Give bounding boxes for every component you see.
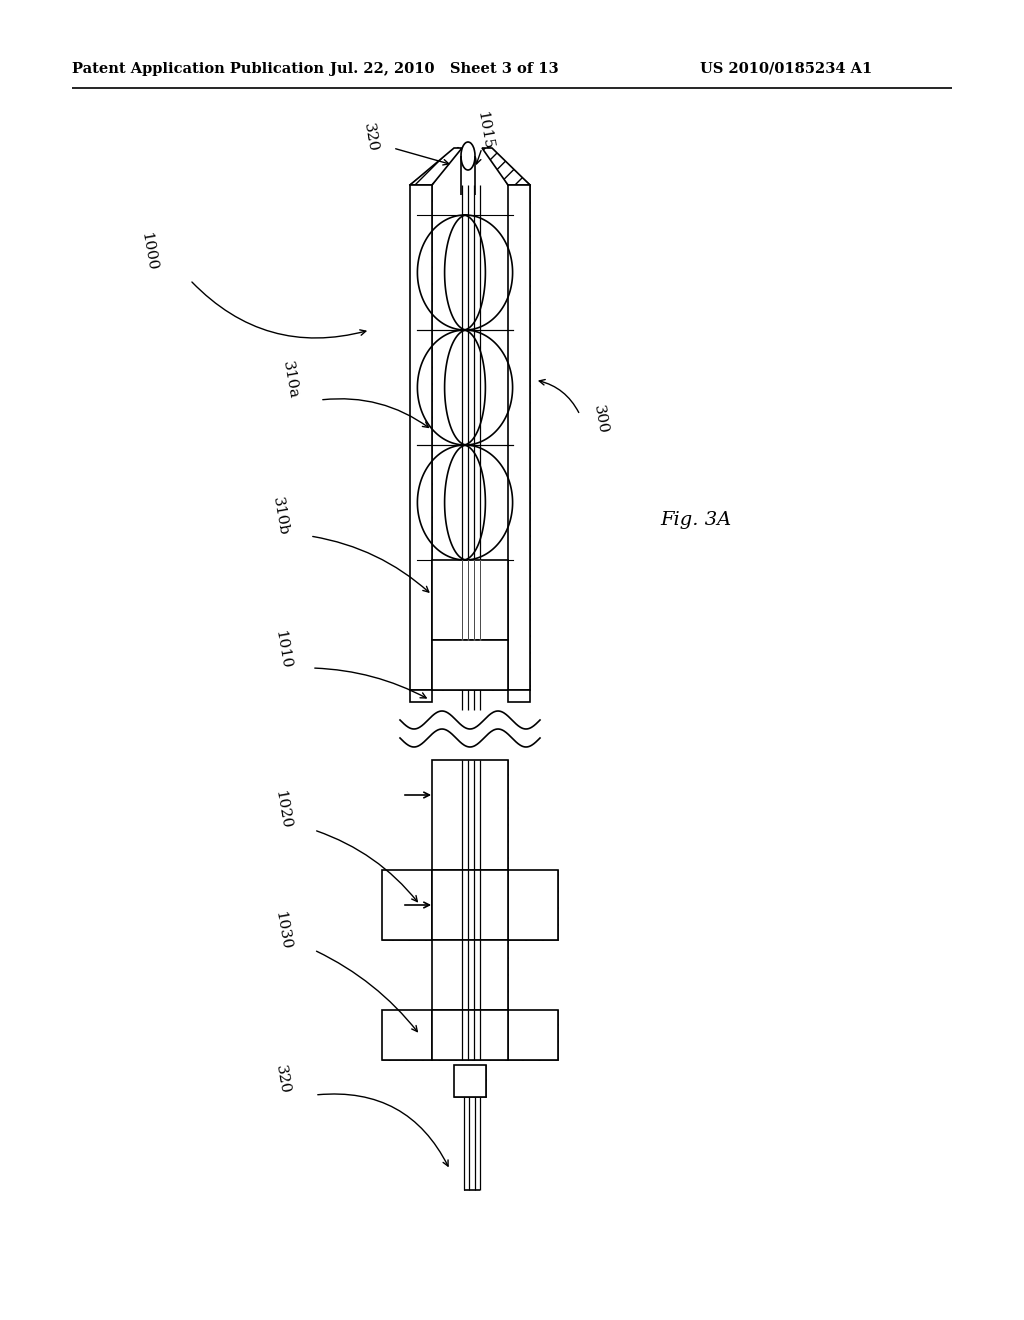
Text: Jul. 22, 2010   Sheet 3 of 13: Jul. 22, 2010 Sheet 3 of 13: [330, 62, 559, 77]
Bar: [454, 1065, 486, 1097]
Text: 310b: 310b: [269, 495, 290, 536]
Text: 1015: 1015: [474, 110, 495, 150]
Bar: [454, 1065, 486, 1097]
Bar: [432, 560, 508, 640]
Polygon shape: [482, 148, 530, 185]
Bar: [382, 1010, 432, 1060]
Bar: [432, 760, 508, 870]
Bar: [410, 185, 432, 690]
Text: 1020: 1020: [271, 789, 292, 830]
Bar: [508, 870, 558, 940]
Bar: [432, 1010, 508, 1060]
Text: 1000: 1000: [137, 231, 159, 272]
Bar: [410, 690, 432, 702]
Bar: [432, 560, 508, 640]
Bar: [508, 1010, 558, 1060]
Text: 320: 320: [360, 123, 380, 153]
Bar: [508, 185, 530, 690]
Bar: [382, 1010, 432, 1060]
Bar: [508, 870, 558, 940]
Bar: [432, 640, 508, 690]
Text: 1010: 1010: [271, 630, 292, 671]
Bar: [432, 640, 508, 690]
Text: 310a: 310a: [280, 360, 300, 400]
Bar: [508, 185, 530, 690]
Polygon shape: [410, 148, 462, 185]
Text: 300: 300: [591, 404, 609, 436]
Bar: [410, 185, 432, 690]
Bar: [432, 940, 508, 1010]
Text: 320: 320: [272, 1064, 292, 1096]
Text: Patent Application Publication: Patent Application Publication: [72, 62, 324, 77]
Bar: [432, 870, 508, 940]
Bar: [382, 870, 432, 940]
Bar: [432, 1010, 508, 1060]
Bar: [432, 870, 508, 940]
Text: 1030: 1030: [271, 909, 292, 950]
Bar: [508, 1010, 558, 1060]
Bar: [432, 940, 508, 1010]
Bar: [508, 690, 530, 702]
Text: Fig. 3A: Fig. 3A: [660, 511, 731, 529]
Text: US 2010/0185234 A1: US 2010/0185234 A1: [700, 62, 872, 77]
Bar: [382, 870, 432, 940]
Bar: [432, 760, 508, 870]
